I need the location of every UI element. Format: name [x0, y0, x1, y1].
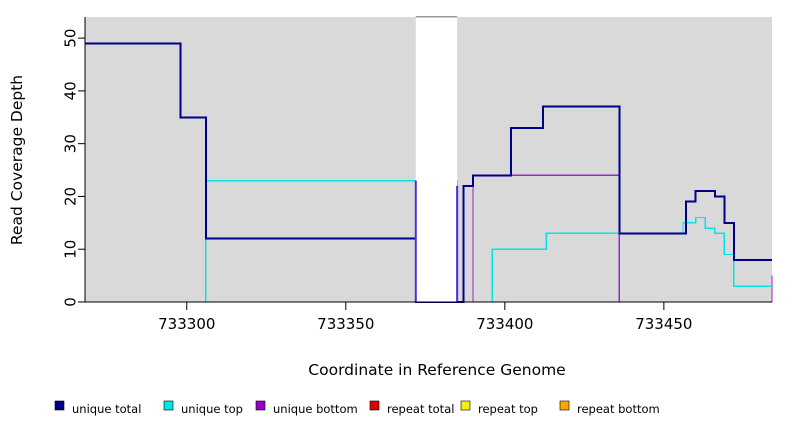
y-tick-label: 50 — [62, 29, 80, 48]
x-tick-label: 733400 — [476, 315, 533, 333]
series-line-unique-total — [85, 42, 772, 303]
y-tick-label: 10 — [62, 240, 80, 259]
legend-swatch-unique-total[interactable] — [54, 400, 65, 411]
legend-label-unique-bottom[interactable]: unique bottom — [273, 402, 358, 416]
legend: unique total unique top unique bottom repea… — [54, 400, 660, 416]
legend-label-unique-total[interactable]: unique total — [72, 402, 141, 416]
legend-label-repeat-bottom[interactable]: repeat bottom — [577, 402, 660, 416]
x-tick-label: 733450 — [635, 315, 692, 333]
legend-swatch-unique-top[interactable] — [163, 400, 174, 411]
legend-label-unique-top[interactable]: unique top — [181, 402, 243, 416]
tick-label-layer: 0 10 20 30 40 50 733300 733350 733400 733450 — [62, 29, 693, 333]
legend-swatch-repeat-top[interactable] — [460, 400, 471, 411]
x-tick-label: 733300 — [158, 315, 215, 333]
axis-layer — [84, 17, 772, 303]
legend-label-repeat-total[interactable]: repeat total — [387, 402, 454, 416]
legend-label-repeat-top[interactable]: repeat top — [478, 402, 538, 416]
y-tick-label: 20 — [62, 187, 80, 206]
y-tick-label: 30 — [62, 134, 80, 153]
gap-region — [414, 16, 459, 302]
y-tick-label: 0 — [62, 297, 80, 307]
x-axis-title: Coordinate in Reference Genome — [308, 361, 565, 379]
y-axis-title: Read Coverage Depth — [8, 75, 26, 245]
legend-swatch-repeat-total[interactable] — [369, 400, 380, 411]
x-tick-label: 733350 — [317, 315, 374, 333]
gap-band — [415, 16, 458, 302]
legend-swatch-unique-bottom[interactable] — [255, 400, 266, 411]
gap-top-stub — [415, 16, 458, 18]
y-tick-label: 40 — [62, 81, 80, 100]
tick-layer — [78, 37, 665, 310]
legend-swatch-repeat-bottom[interactable] — [559, 400, 570, 411]
